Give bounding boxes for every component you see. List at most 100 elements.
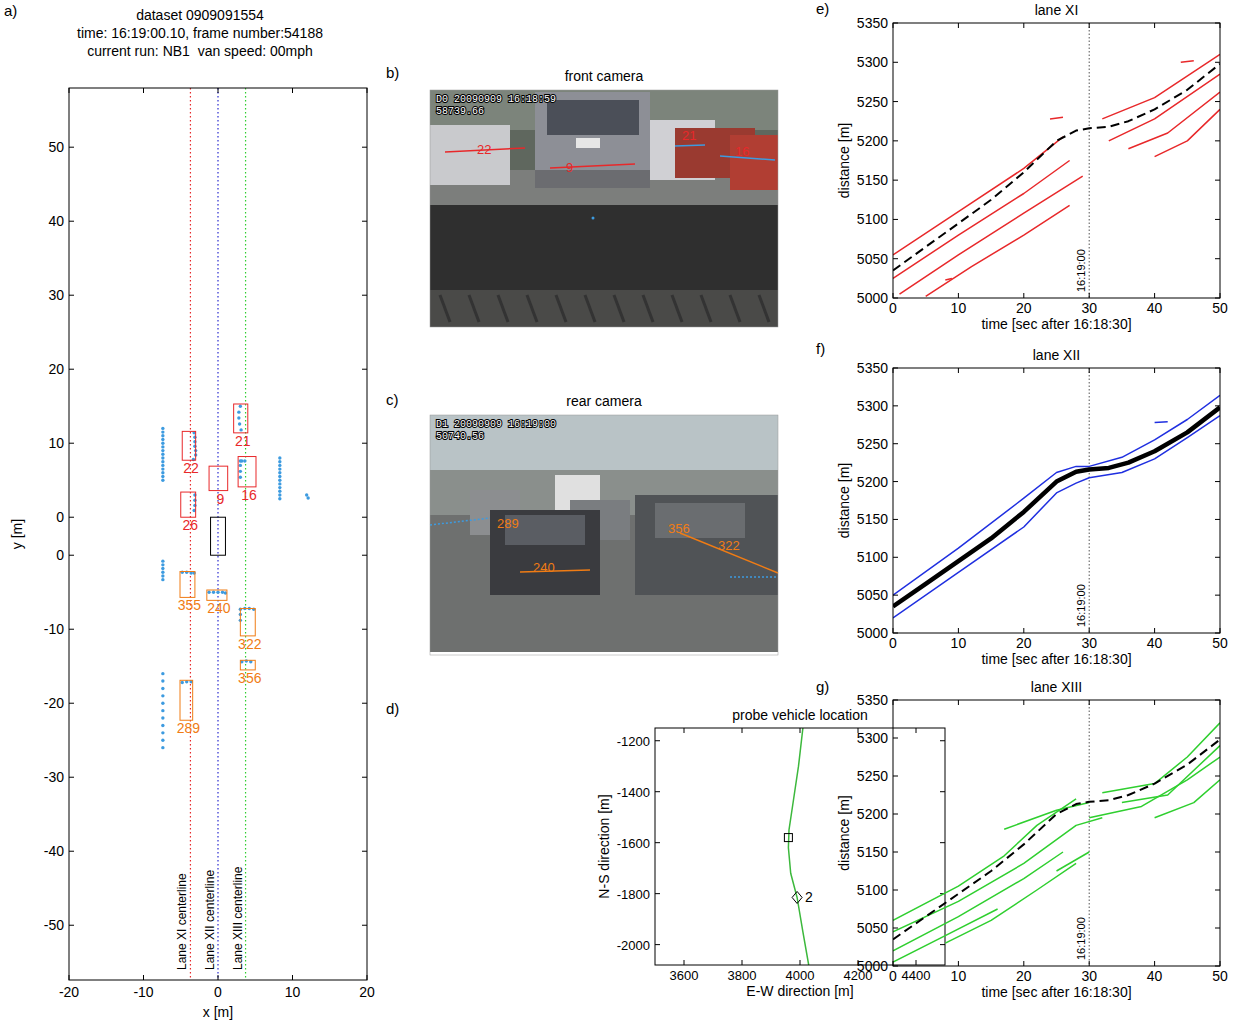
tick-label: 40 (1147, 300, 1163, 316)
tick (893, 368, 894, 373)
tick (1089, 23, 1090, 28)
tick (893, 595, 898, 596)
trajectory (1102, 723, 1220, 793)
tick (1215, 62, 1220, 63)
panel-letter: g) (816, 678, 829, 695)
lidar-point (161, 571, 164, 574)
lidar-point (161, 694, 164, 697)
vehicle-label: 21 (235, 433, 251, 449)
vent (614, 295, 624, 322)
lidar-point (161, 471, 164, 474)
tick (940, 740, 945, 741)
tick (742, 960, 743, 965)
tick (1220, 368, 1221, 373)
lidar-point (278, 460, 281, 463)
tick-label: -2000 (617, 938, 650, 953)
lidar-point (161, 567, 164, 570)
lidar-point (221, 591, 224, 594)
car-window (547, 100, 639, 135)
lidar-point (278, 464, 281, 467)
tick (893, 258, 898, 259)
tick (143, 88, 144, 93)
tick (893, 557, 898, 558)
plate (576, 138, 600, 148)
tick (292, 88, 293, 93)
tick (362, 925, 367, 926)
vent (469, 295, 479, 322)
tick (362, 777, 367, 778)
tick (1220, 293, 1221, 298)
tick (893, 293, 894, 298)
trajectory (1089, 757, 1220, 818)
tick (69, 975, 70, 980)
tick (893, 405, 898, 406)
tick-label: 4400 (902, 968, 931, 983)
tick (893, 814, 898, 815)
tick (1089, 700, 1090, 705)
plot-area (784, 728, 808, 965)
lidar-point (278, 497, 281, 500)
tick (1215, 405, 1220, 406)
tick-label: -50 (44, 917, 64, 933)
tick (893, 101, 898, 102)
panel-letter: a) (4, 2, 17, 19)
vehicle-box (182, 431, 195, 460)
tick-label: 20 (48, 361, 64, 377)
lidar-point (243, 459, 246, 462)
tick (893, 700, 894, 705)
tick (69, 777, 74, 778)
lidar-point (161, 672, 164, 675)
lidar-point (305, 493, 308, 496)
tick-label: 5050 (857, 587, 888, 603)
tick (893, 928, 898, 929)
tick (1215, 776, 1220, 777)
tick-label: 5000 (857, 958, 888, 974)
panel-letter: d) (386, 700, 399, 717)
lidar-point (161, 456, 164, 459)
vehicle-label: 355 (178, 597, 202, 613)
tick (893, 481, 898, 482)
tick (893, 180, 898, 181)
lidar-point (161, 574, 164, 577)
tick-label: -10 (133, 984, 153, 1000)
tick-label: 10 (285, 984, 301, 1000)
lidar-point (161, 434, 164, 437)
tick (1215, 890, 1220, 891)
panel-title: front camera (565, 68, 644, 84)
tick-label: 20 (1016, 635, 1032, 651)
plot-area (893, 700, 1220, 966)
lidar-point (237, 410, 240, 413)
lidar-point (161, 427, 164, 430)
car (430, 125, 510, 185)
tick (292, 975, 293, 980)
tick-label: 5200 (857, 133, 888, 149)
tick-label: -30 (44, 769, 64, 785)
tick (893, 62, 898, 63)
lidar-point (278, 482, 281, 485)
lidar-point (278, 490, 281, 493)
lidar-point (278, 486, 281, 489)
plot-frame (69, 88, 367, 980)
lidar-point (161, 563, 164, 566)
trajectory (1155, 109, 1220, 156)
tick (362, 221, 367, 222)
car (490, 510, 600, 595)
vehicle-label: 289 (497, 516, 519, 531)
vehicle-label: 356 (668, 521, 690, 536)
vent (643, 295, 653, 322)
tick-label: 5000 (857, 290, 888, 306)
trajectory (1057, 852, 1090, 871)
tick (69, 295, 74, 296)
tick (1215, 140, 1220, 141)
plot-area (893, 23, 1220, 298)
vehicle-box (209, 466, 228, 490)
tick-label: 5150 (857, 511, 888, 527)
vehicle-box (240, 609, 255, 636)
tick (1215, 101, 1220, 102)
lidar-point (161, 464, 164, 467)
trajectory (893, 740, 1220, 940)
tick (362, 629, 367, 630)
tick (1215, 258, 1220, 259)
tick-label: 50 (1212, 635, 1228, 651)
tick (655, 944, 660, 945)
